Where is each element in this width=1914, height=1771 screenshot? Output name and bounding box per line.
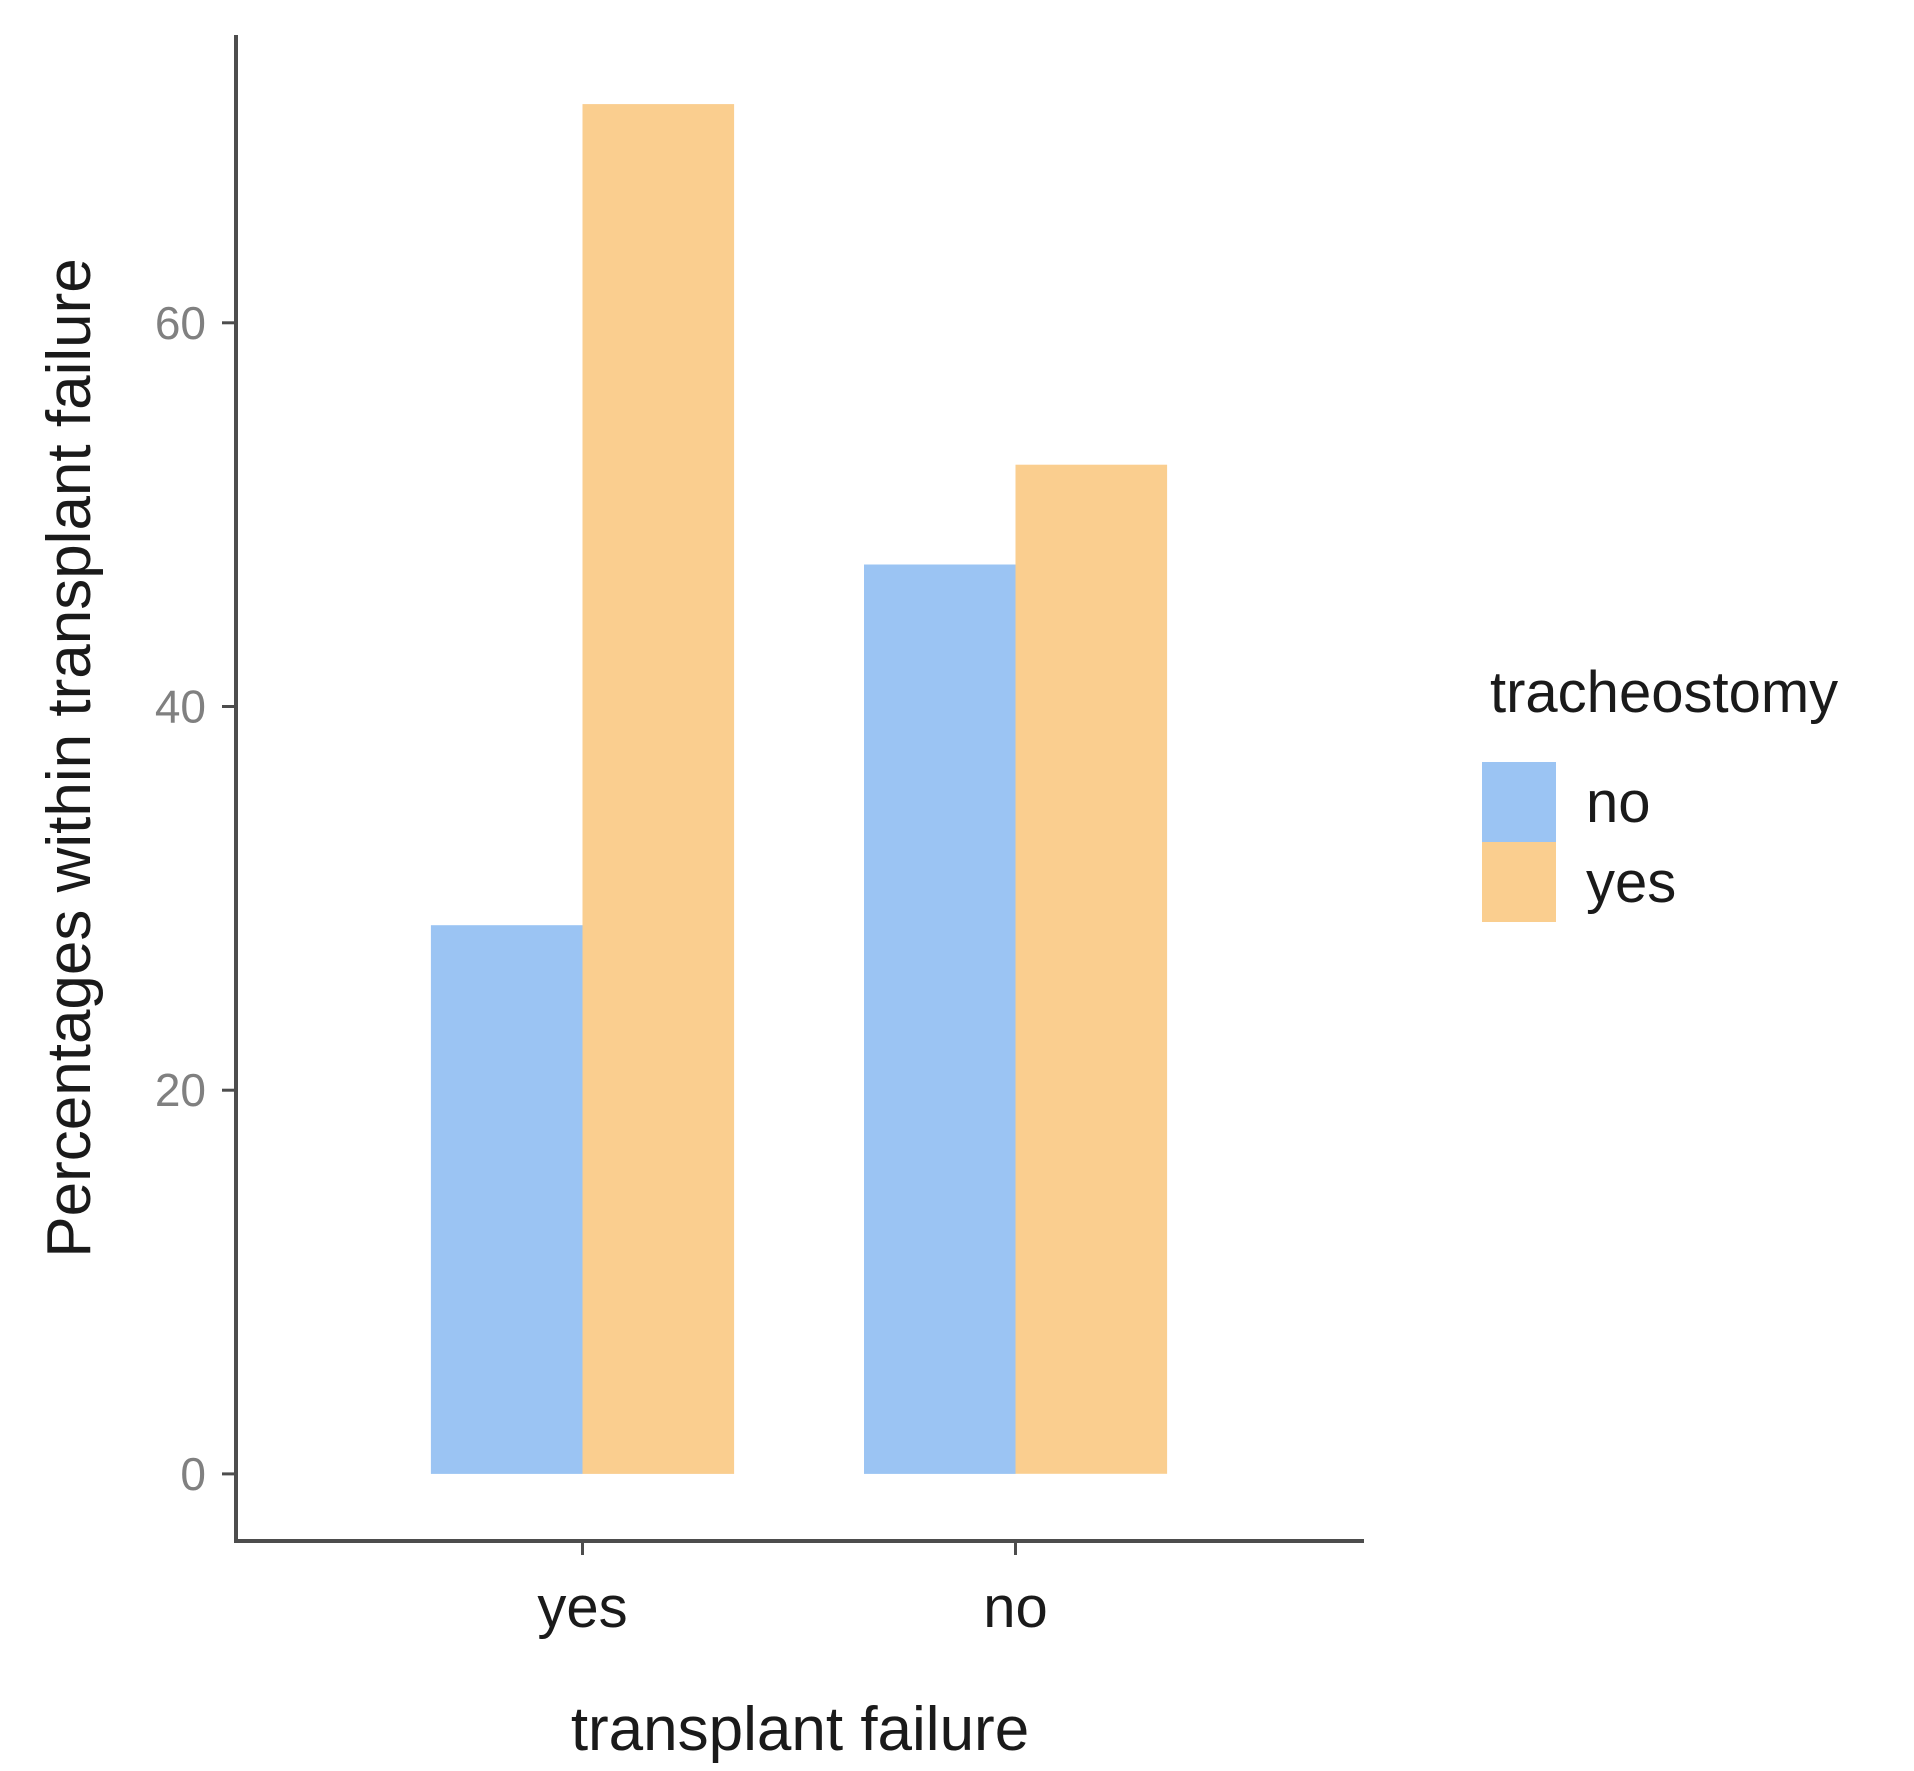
bar-yes-yes [582,104,735,1474]
y-ticks-layer: 0 20 40 60 [155,297,236,1500]
x-ticks-layer: yes no [537,1541,1048,1640]
x-tick-label: no [983,1575,1048,1640]
bar-yes-no [430,925,583,1474]
legend-title: tracheostomy [1490,660,1838,725]
bar-no-no [864,564,1016,1474]
x-axis-title: transplant failure [571,1695,1029,1764]
y-tick-label: 20 [155,1064,206,1116]
y-tick-label: 40 [155,681,206,733]
y-tick-label: 0 [180,1448,206,1500]
y-axis-title: Percentages within transplant failure [35,258,104,1257]
y-tick-label: 60 [155,297,206,349]
legend-key-yes [1482,842,1556,922]
legend-items: no yes [1482,762,1676,922]
legend-key-no [1482,762,1556,842]
legend-label-no: no [1586,770,1651,835]
legend-label-yes: yes [1586,850,1676,915]
bar-no-yes [1015,464,1168,1474]
x-tick-label: yes [537,1575,627,1640]
bars-layer [430,104,1168,1474]
legend: tracheostomy no yes [1482,660,1838,922]
